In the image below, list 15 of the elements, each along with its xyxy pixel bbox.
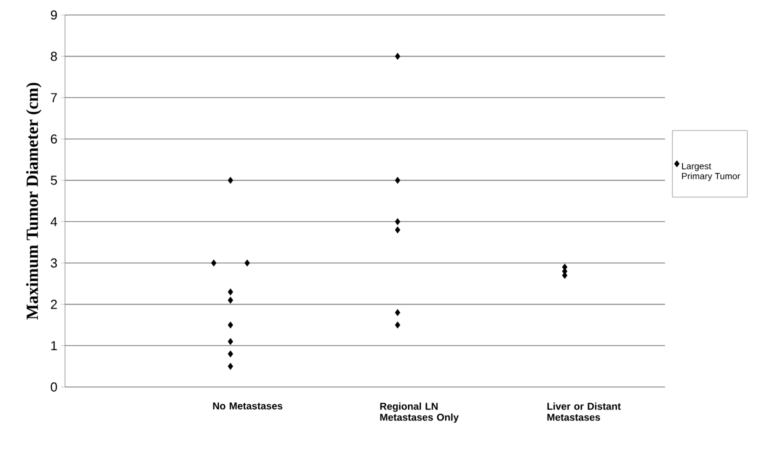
y-tick-label: 0 — [50, 382, 57, 392]
x-tick-label: Liver or Distant Metastases — [547, 402, 621, 421]
x-tick-label: No Metastases — [213, 402, 282, 410]
y-axis-title: Maximum Tumor Diameter (cm) — [26, 82, 42, 320]
y-tick-label: 8 — [50, 52, 57, 61]
y-tick-label: 3 — [50, 258, 57, 268]
y-tick-label: 9 — [50, 10, 57, 20]
y-tick-label: 2 — [50, 300, 57, 309]
y-tick-label: 5 — [50, 176, 57, 185]
y-tick-label: 6 — [50, 134, 57, 144]
x-tick-label: Regional LN Metastases Only — [380, 402, 459, 423]
y-tick-label: 4 — [50, 217, 58, 226]
y-tick-label: 7 — [50, 93, 57, 102]
y-tick-label: 1 — [51, 341, 57, 350]
legend-label: Largest Primary Tumor — [682, 163, 740, 182]
